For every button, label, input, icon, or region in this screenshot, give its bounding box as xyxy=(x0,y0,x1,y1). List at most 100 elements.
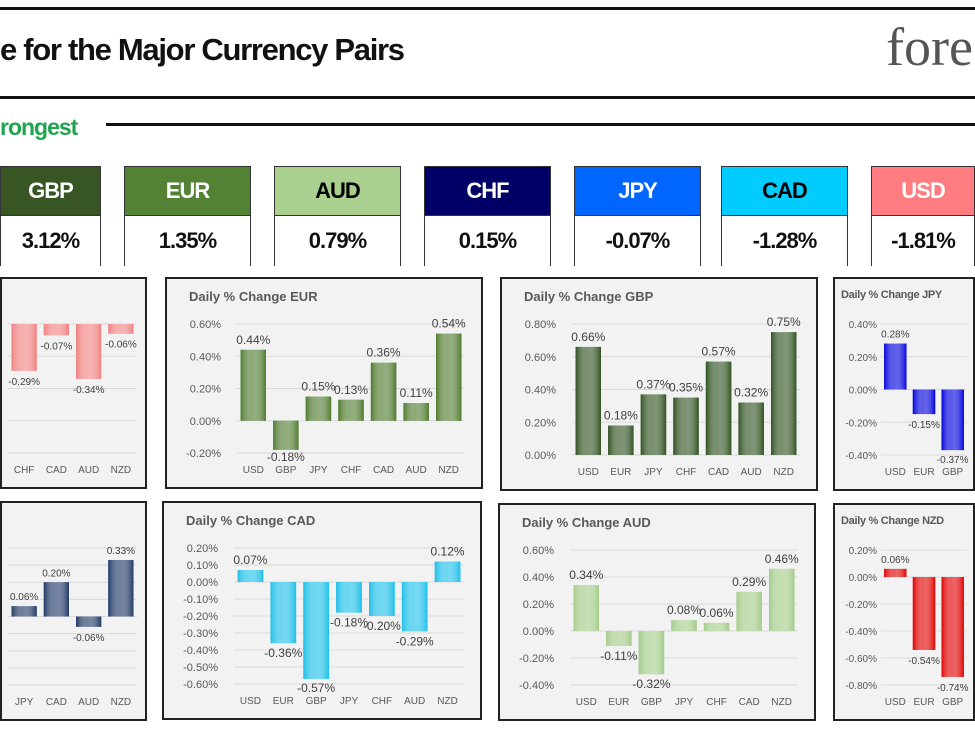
data-label: 0.06% xyxy=(10,592,38,603)
x-tick-label: EUR xyxy=(913,697,934,708)
y-tick-label: -0.40% xyxy=(845,627,877,638)
x-tick-label: GBP xyxy=(275,465,296,476)
data-label: -0.07% xyxy=(41,341,73,352)
y-tick-label: 0.60% xyxy=(525,352,556,364)
strength-box-jpy: JPY -0.07% xyxy=(574,166,701,266)
y-tick-label: 0.20% xyxy=(190,384,221,396)
bar-chart: 0.00% 0.20% 0.40% 0.60% 0.80% 0.66% USD 0.18% EU… xyxy=(525,315,801,478)
bar-shading xyxy=(771,332,797,455)
chart-title: Daily % Change EUR xyxy=(189,289,318,304)
strength-value: 0.15% xyxy=(458,228,517,253)
data-label: 0.06% xyxy=(881,555,909,566)
data-label: 0.06% xyxy=(700,606,734,620)
x-tick-label: CAD xyxy=(373,465,394,476)
y-tick-label: -0.50% xyxy=(183,662,218,674)
top-rule xyxy=(0,7,975,10)
strength-currency-cell: USD xyxy=(872,167,974,216)
data-label: -0.15% xyxy=(908,420,940,431)
x-tick-label: USD xyxy=(576,697,597,708)
strength-box-aud: AUD 0.79% xyxy=(274,166,401,266)
data-label: 0.11% xyxy=(400,386,433,400)
chart-title: Daily % Change GBP xyxy=(524,289,654,304)
bar-shading xyxy=(736,591,762,631)
y-tick-label: 0.20% xyxy=(525,417,556,429)
chart-panel-aud: Daily % Change AUD -0.40% -0.20% 0.00% 0.20%… xyxy=(498,503,816,721)
x-tick-label: EUR xyxy=(273,696,294,707)
bar-shading xyxy=(608,425,634,455)
data-label: 0.18% xyxy=(604,409,638,423)
strength-value-cell: 3.12% xyxy=(1,216,100,266)
bar-shading xyxy=(941,389,964,451)
x-tick-label: GBP xyxy=(942,467,963,478)
x-tick-label: CHF xyxy=(14,465,35,476)
strength-currency-cell: CAD xyxy=(722,167,847,216)
y-tick-label: 0.40% xyxy=(849,320,877,331)
data-label: 0.28% xyxy=(881,330,909,341)
chart-title: Daily % Change NZD xyxy=(841,515,944,527)
page-title: e for the Major Currency Pairs xyxy=(0,32,405,67)
strength-box-chf: CHF 0.15% xyxy=(424,166,551,266)
y-tick-label: 0.10% xyxy=(187,560,218,572)
strength-box-gbp: GBP 3.12% xyxy=(0,166,101,266)
bar-shading xyxy=(912,389,936,415)
x-tick-label: EUR xyxy=(608,697,629,708)
y-tick-label: 0.40% xyxy=(523,572,554,584)
data-label: 0.08% xyxy=(667,603,701,617)
y-tick-label: -0.20% xyxy=(186,448,221,460)
data-label: 0.20% xyxy=(42,568,70,579)
strength-value: -0.07% xyxy=(605,228,671,253)
bar-shading xyxy=(575,346,601,455)
x-tick-label: JPY xyxy=(340,696,359,707)
data-label: -0.18% xyxy=(267,450,305,464)
data-label: -0.06% xyxy=(73,633,105,644)
x-tick-label: NZD xyxy=(773,467,794,478)
strength-currency: JPY xyxy=(618,178,658,203)
y-tick-label: -0.10% xyxy=(183,594,218,606)
bar-shading xyxy=(769,568,795,631)
data-label: 0.12% xyxy=(431,545,465,559)
y-tick-label: 0.00% xyxy=(525,450,556,462)
chart-panel-gbp: Daily % Change GBP 0.00% 0.20% 0.40% 0.60% 0.… xyxy=(500,277,818,491)
data-label: -0.34% xyxy=(73,385,105,396)
x-tick-label: NZD xyxy=(111,465,132,476)
y-tick-label: 0.60% xyxy=(523,545,554,557)
bar-chart: -0.60% -0.50% -0.40% -0.30% -0.20% -0.10% 0.00… xyxy=(183,543,465,707)
bar-shading xyxy=(369,582,395,616)
strength-value-cell: 0.15% xyxy=(425,216,550,266)
x-tick-label: EUR xyxy=(610,467,631,478)
bar-shading xyxy=(370,362,397,421)
x-tick-label: NZD xyxy=(111,697,132,708)
bar-shading xyxy=(941,577,964,677)
x-tick-label: GBP xyxy=(942,697,963,708)
x-tick-label: JPY xyxy=(309,465,328,476)
bar-shading xyxy=(403,403,429,421)
chart-panel-nzd: Daily % Change NZD -0.80% -0.60% -0.40% -0.2… xyxy=(833,503,975,721)
strength-value-cell: -1.81% xyxy=(872,216,974,266)
data-label: 0.57% xyxy=(702,345,736,359)
y-tick-label: 0.60% xyxy=(190,319,221,331)
strength-value: 0.79% xyxy=(308,228,367,253)
data-label: -0.29% xyxy=(396,634,434,648)
x-tick-label: CHF xyxy=(706,697,727,708)
data-label: 0.33% xyxy=(107,546,135,557)
data-label: 0.37% xyxy=(636,377,670,391)
chart-panel-jpy: Daily % Change JPY -0.40% -0.20% 0.00% 0.20%… xyxy=(833,277,975,491)
bar-shading xyxy=(884,568,907,577)
y-tick-label: -0.20% xyxy=(845,418,877,429)
y-tick-label: -0.20% xyxy=(519,653,554,665)
x-tick-label: AUD xyxy=(406,465,427,476)
strength-value-cell: -0.07% xyxy=(575,216,700,266)
x-tick-label: NZD xyxy=(438,465,459,476)
chart-panel-eur: Daily % Change EUR -0.20% 0.00% 0.20% 0.40% 0… xyxy=(165,277,483,489)
strength-value-cell: 1.35% xyxy=(125,216,250,266)
strength-box-cad: CAD -1.28% xyxy=(721,166,848,266)
data-label: -0.18% xyxy=(330,616,368,630)
chart-panel-chf: 0.06% JPY 0.20% CAD -0.06% AUD 0.33% NZD xyxy=(0,501,147,721)
x-tick-label: AUD xyxy=(741,467,762,478)
data-label: 0.66% xyxy=(571,330,605,344)
strength-currency: USD xyxy=(901,178,945,203)
data-label: 0.32% xyxy=(734,386,768,400)
y-tick-label: 0.20% xyxy=(849,546,877,557)
data-label: -0.11% xyxy=(600,649,637,663)
bar-shading xyxy=(673,397,699,455)
